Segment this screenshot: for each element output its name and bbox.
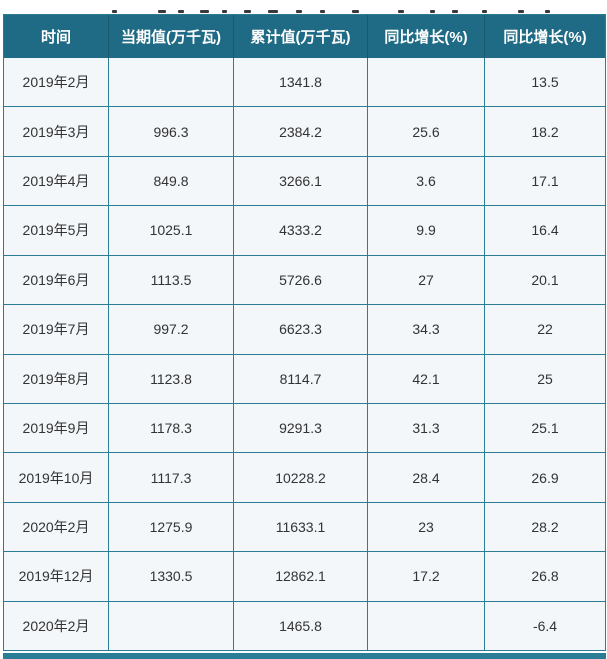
table-row: 2019年8月 1123.8 8114.7 42.1 25 bbox=[4, 353, 605, 403]
table-cell: 42.1 bbox=[367, 354, 484, 403]
table-row: 2019年12月 1330.5 12862.1 17.2 26.8 bbox=[4, 551, 605, 601]
table-cell: 1178.3 bbox=[108, 403, 233, 453]
table-cell bbox=[108, 601, 233, 651]
clipped-title-fragment bbox=[268, 10, 278, 13]
table-cell: 1113.5 bbox=[108, 255, 233, 305]
table-cell: 25.6 bbox=[367, 107, 484, 156]
clipped-title-fragment bbox=[430, 10, 435, 13]
clipped-title-fragment bbox=[222, 10, 227, 13]
clipped-title-fragment bbox=[452, 10, 458, 13]
table-cell: 2384.2 bbox=[233, 107, 367, 156]
table-cell: 9291.3 bbox=[233, 403, 367, 453]
clipped-title-fragment bbox=[320, 10, 325, 13]
clipped-title-fragment bbox=[398, 10, 404, 13]
table-cell bbox=[367, 58, 484, 107]
clipped-title-fragment bbox=[178, 10, 184, 13]
table-cell: 28.2 bbox=[484, 502, 605, 552]
clipped-title-fragment bbox=[200, 10, 209, 13]
table-row: 2019年7月 997.2 6623.3 34.3 22 bbox=[4, 304, 605, 354]
table-cell: 2019年12月 bbox=[18, 568, 94, 585]
table-cell: 25 bbox=[484, 354, 605, 403]
table-cell: 3.6 bbox=[367, 156, 484, 206]
table-cell: 25.1 bbox=[484, 403, 605, 453]
table-cell: 2020年2月 bbox=[22, 617, 90, 634]
cropped-footer-bar bbox=[3, 653, 606, 659]
table-cell: 2019年4月 bbox=[22, 173, 90, 190]
table-cell: 23 bbox=[367, 502, 484, 552]
table-cell: 1025.1 bbox=[108, 206, 233, 255]
table-cell: 17.1 bbox=[484, 156, 605, 206]
table-cell: 22 bbox=[484, 305, 605, 354]
table-cell: 31.3 bbox=[367, 403, 484, 453]
table-cell: 2019年9月 bbox=[22, 420, 90, 437]
table-row: 2020年2月 1275.9 11633.1 23 28.2 bbox=[4, 501, 605, 552]
clipped-title-strip bbox=[0, 0, 607, 14]
table-cell: 2019年8月 bbox=[22, 370, 90, 387]
table-cell: 2019年7月 bbox=[22, 321, 90, 338]
table-row: 2019年3月 996.3 2384.2 25.6 18.2 bbox=[4, 106, 605, 156]
column-header: 累计值(万千瓦) bbox=[233, 15, 367, 58]
table-cell: 2019年3月 bbox=[22, 123, 90, 140]
table-cell: 849.8 bbox=[108, 156, 233, 206]
table-cell: 16.4 bbox=[484, 206, 605, 255]
table-row: 2019年10月 1117.3 10228.2 28.4 26.9 bbox=[4, 452, 605, 502]
table-cell: 12862.1 bbox=[233, 552, 367, 601]
clipped-title-fragment bbox=[112, 10, 117, 13]
table-cell: 28.4 bbox=[367, 453, 484, 502]
table-cell: 1341.8 bbox=[233, 58, 367, 107]
table-cell: 20.1 bbox=[484, 255, 605, 305]
table-cell: 9.9 bbox=[367, 206, 484, 255]
table-cell: 27 bbox=[367, 255, 484, 305]
table-cell: 4333.2 bbox=[233, 206, 367, 255]
clipped-title-fragment bbox=[545, 10, 550, 13]
table-cell: -6.4 bbox=[484, 601, 605, 651]
clipped-title-fragment bbox=[244, 10, 251, 13]
table-row: 2019年9月 1178.3 9291.3 31.3 25.1 bbox=[4, 402, 605, 453]
table-cell: 1117.3 bbox=[108, 453, 233, 502]
column-header: 时间 bbox=[40, 29, 71, 46]
table-cell: 17.2 bbox=[367, 552, 484, 601]
table-cell: 996.3 bbox=[108, 107, 233, 156]
table-row: 2019年5月 1025.1 4333.2 9.9 16.4 bbox=[4, 205, 605, 255]
table-cell: 2019年2月 bbox=[22, 74, 90, 91]
table-cell: 2019年5月 bbox=[22, 222, 90, 239]
table-cell: 13.5 bbox=[484, 58, 605, 107]
table-cell: 1330.5 bbox=[108, 552, 233, 601]
clipped-title-fragment bbox=[352, 10, 359, 13]
table-cell: 997.2 bbox=[108, 305, 233, 354]
table-cell: 1123.8 bbox=[108, 354, 233, 403]
column-header: 同比增长(%) bbox=[367, 15, 484, 58]
table-cell: 8114.7 bbox=[233, 354, 367, 403]
table-cell bbox=[367, 601, 484, 651]
table-cell: 18.2 bbox=[484, 107, 605, 156]
column-header: 当期值(万千瓦) bbox=[108, 15, 233, 58]
table-cell: 26.9 bbox=[484, 453, 605, 502]
table-cell: 26.8 bbox=[484, 552, 605, 601]
table-cell bbox=[108, 58, 233, 107]
table-cell: 11633.1 bbox=[233, 502, 367, 552]
clipped-title-fragment bbox=[518, 10, 524, 13]
clipped-title-fragment bbox=[158, 10, 166, 13]
data-table: 时间 当期值(万千瓦) 累计值(万千瓦) 同比增长(%) 同比增长(%) 2019年2月… bbox=[3, 14, 606, 651]
table-row: 2019年6月 1113.5 5726.6 27 20.1 bbox=[4, 254, 605, 305]
table-header-row: 时间 当期值(万千瓦) 累计值(万千瓦) 同比增长(%) 同比增长(%) bbox=[4, 15, 605, 58]
table-row: 2019年2月 1341.8 13.5 bbox=[4, 58, 605, 107]
table-cell: 2019年6月 bbox=[22, 271, 90, 288]
table-row: 2019年4月 849.8 3266.1 3.6 17.1 bbox=[4, 155, 605, 206]
table-row: 2020年2月 1465.8 -6.4 bbox=[4, 600, 605, 651]
table-cell: 34.3 bbox=[367, 305, 484, 354]
clipped-title-fragment bbox=[296, 10, 302, 13]
table-cell: 3266.1 bbox=[233, 156, 367, 206]
table-cell: 5726.6 bbox=[233, 255, 367, 305]
clipped-title-fragment bbox=[482, 10, 487, 13]
table-body: 2019年2月 1341.8 13.5 2019年3月 996.3 2384.2 25.6 1… bbox=[4, 58, 605, 651]
table-cell: 1275.9 bbox=[108, 502, 233, 552]
table-cell: 2019年10月 bbox=[18, 469, 94, 486]
table-cell: 10228.2 bbox=[233, 453, 367, 502]
table-cell: 6623.3 bbox=[233, 305, 367, 354]
column-header: 同比增长(%) bbox=[484, 15, 605, 58]
table-cell: 2020年2月 bbox=[22, 519, 90, 535]
table-cell: 1465.8 bbox=[233, 601, 367, 651]
